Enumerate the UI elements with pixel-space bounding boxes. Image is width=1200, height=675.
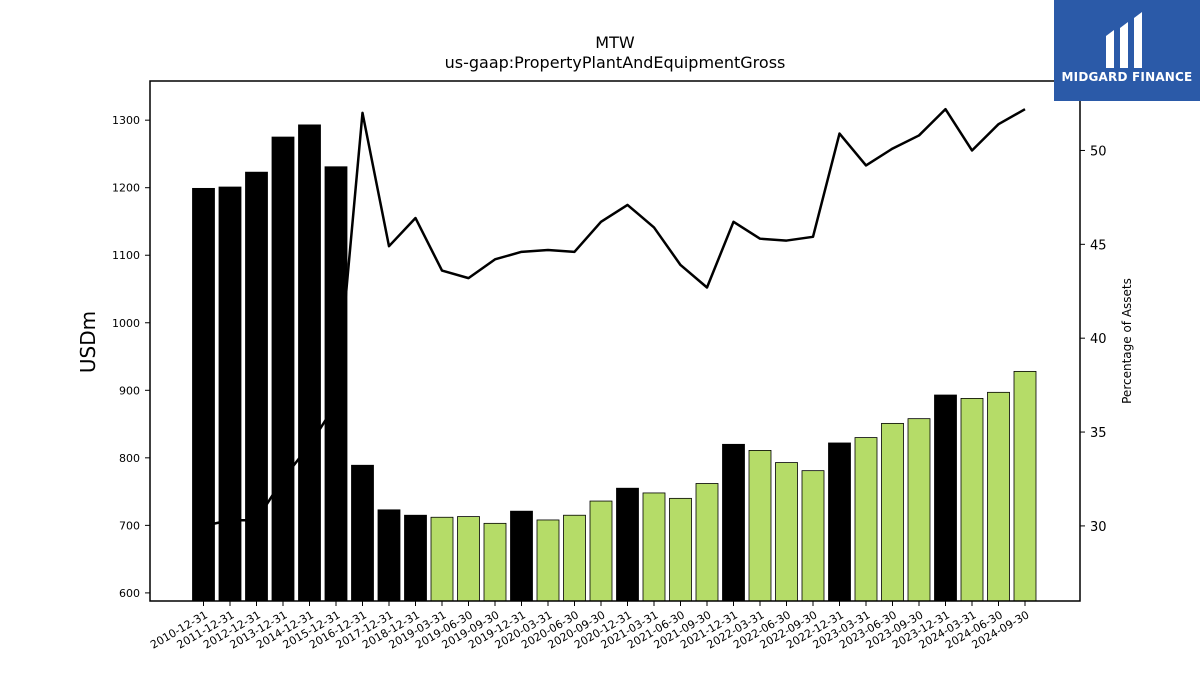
bar — [351, 464, 374, 602]
plot-frame — [149, 80, 1081, 602]
bar — [748, 450, 772, 602]
chart-title: MTW — [595, 33, 635, 52]
bar — [324, 166, 348, 602]
bar — [1013, 370, 1037, 602]
y2-tick-label: 35 — [1090, 426, 1107, 441]
y2-tick-label: 50 — [1090, 144, 1107, 159]
y-tick-label: 600 — [119, 587, 140, 600]
logo-text: MIDGARD FINANCE — [1061, 70, 1193, 84]
y-tick-label: 700 — [119, 519, 140, 532]
percentage-line — [203, 107, 1026, 528]
bar — [404, 514, 427, 602]
left-axis: 600 700 800 900 1000 1100 1200 1300 — [112, 114, 150, 600]
bar — [801, 470, 825, 602]
midgard-finance-logo: MIDGARD FINANCE — [1054, 0, 1200, 101]
y2-tick-label: 45 — [1090, 238, 1107, 253]
y-tick-label: 800 — [119, 452, 140, 465]
y-axis-label: USDm — [76, 311, 100, 373]
bar — [722, 443, 745, 602]
bar — [192, 187, 215, 602]
bar — [377, 509, 401, 602]
bar — [563, 514, 586, 602]
y-tick-label: 1200 — [112, 182, 140, 195]
y-tick-label: 1100 — [112, 249, 140, 262]
x-axis: 2010-12-312011-12-312012-12-312013-12-31… — [148, 601, 1032, 652]
bar — [536, 519, 560, 602]
bar — [218, 186, 242, 602]
bar — [298, 124, 321, 602]
y-tick-label: 1000 — [112, 317, 140, 330]
midgard-logo-icon — [1106, 12, 1142, 68]
bar — [669, 497, 692, 602]
bar — [881, 422, 904, 602]
bar — [775, 462, 798, 602]
bar — [245, 171, 268, 602]
bar — [854, 437, 878, 602]
bar — [907, 418, 931, 602]
bar — [934, 394, 957, 602]
y-tick-label: 900 — [119, 384, 140, 397]
bar — [510, 510, 533, 602]
bar-series — [192, 124, 1037, 602]
y-tick-label: 1300 — [112, 114, 140, 127]
y2-tick-label: 30 — [1090, 520, 1107, 535]
line-series — [203, 107, 1026, 528]
bar — [457, 516, 480, 602]
bar — [695, 483, 719, 602]
bar — [430, 516, 454, 602]
right-axis: 30 35 40 45 50 — [1080, 144, 1107, 535]
bar — [589, 500, 613, 602]
bar — [960, 398, 984, 602]
bar — [987, 391, 1010, 602]
chart-subtitle: us-gaap:PropertyPlantAndEquipmentGross — [445, 53, 786, 72]
bar — [271, 136, 295, 602]
bar — [616, 487, 639, 602]
bar — [642, 492, 666, 602]
y2-axis-label: Percentage of Assets — [1120, 278, 1134, 404]
y2-tick-label: 40 — [1090, 332, 1107, 347]
bar — [828, 442, 851, 602]
bar — [483, 522, 507, 602]
